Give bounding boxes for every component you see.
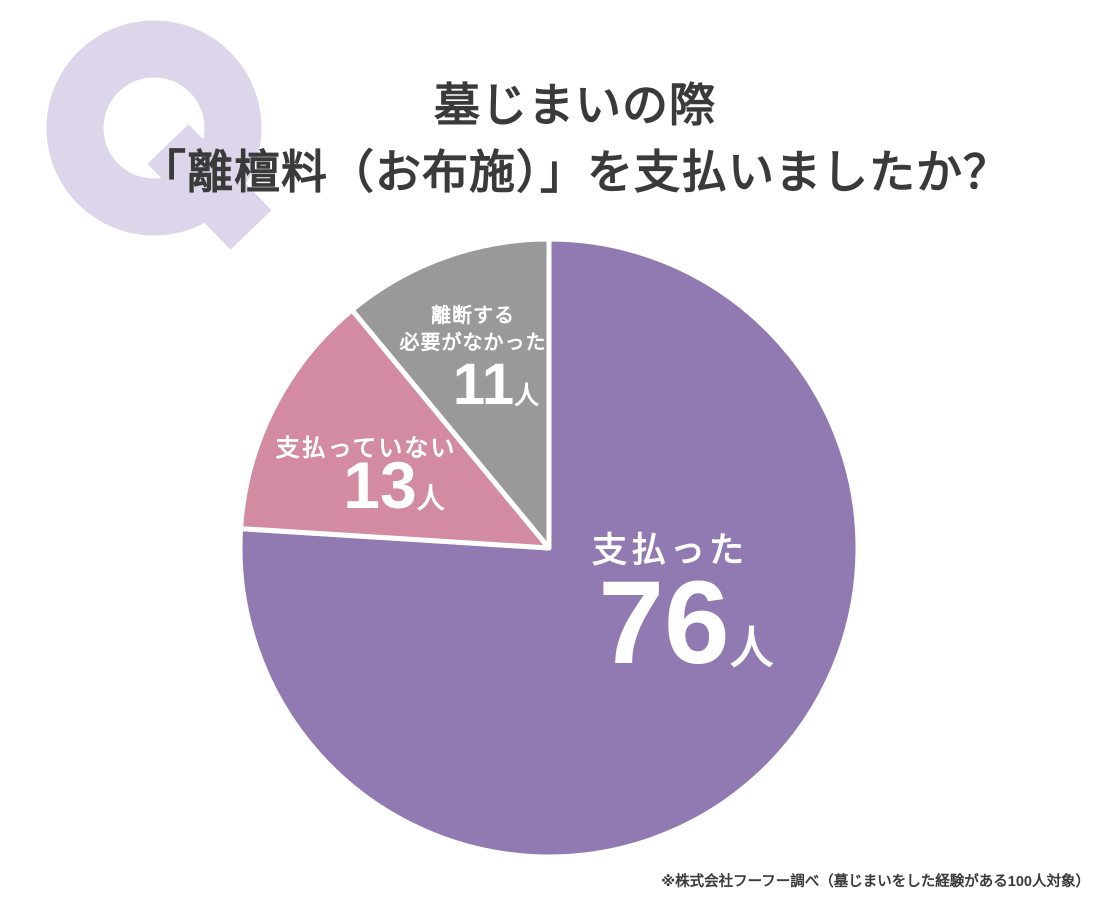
- pie-slice-no-need: [349, 236, 552, 551]
- slice-value-not-paid: 13人: [343, 452, 444, 518]
- q-tail: [147, 124, 272, 250]
- slice-label-not-paid: 支払っていない: [275, 435, 457, 462]
- page-title: 墓じまいの際 「離檀料（お布施）」を支払いましたか？: [60, 72, 1090, 206]
- slice-label-no-need: 離断する 必要がなかった: [400, 303, 547, 357]
- slice-value-not-paid-number: 13: [343, 448, 417, 522]
- slice-value-paid-unit: 人: [729, 624, 774, 673]
- slice-label-paid: 支払った: [591, 531, 749, 570]
- slice-value-paid: 76人: [598, 564, 773, 682]
- slice-value-no-need: 11人: [453, 356, 539, 414]
- slice-value-not-paid-unit: 人: [416, 483, 445, 514]
- slice-label-no-need-line2: 必要がなかった: [399, 332, 547, 354]
- slice-label-no-need-line1: 離断する: [431, 305, 515, 327]
- slice-value-paid-number: 76: [598, 557, 730, 689]
- slice-value-no-need-unit: 人: [514, 382, 540, 410]
- source-note: ※株式会社フーフー調べ（墓じまいをした経験がある100人対象）: [661, 874, 1090, 890]
- q-watermark-icon: [46, 20, 272, 250]
- q-ring: [46, 20, 262, 236]
- title-line-2: 「離檀料（お布施）」を支払いましたか？: [140, 146, 1010, 198]
- pie-slice-not-paid: [238, 307, 552, 551]
- slice-value-no-need-number: 11: [452, 352, 515, 417]
- title-line-1: 墓じまいの際: [434, 79, 716, 131]
